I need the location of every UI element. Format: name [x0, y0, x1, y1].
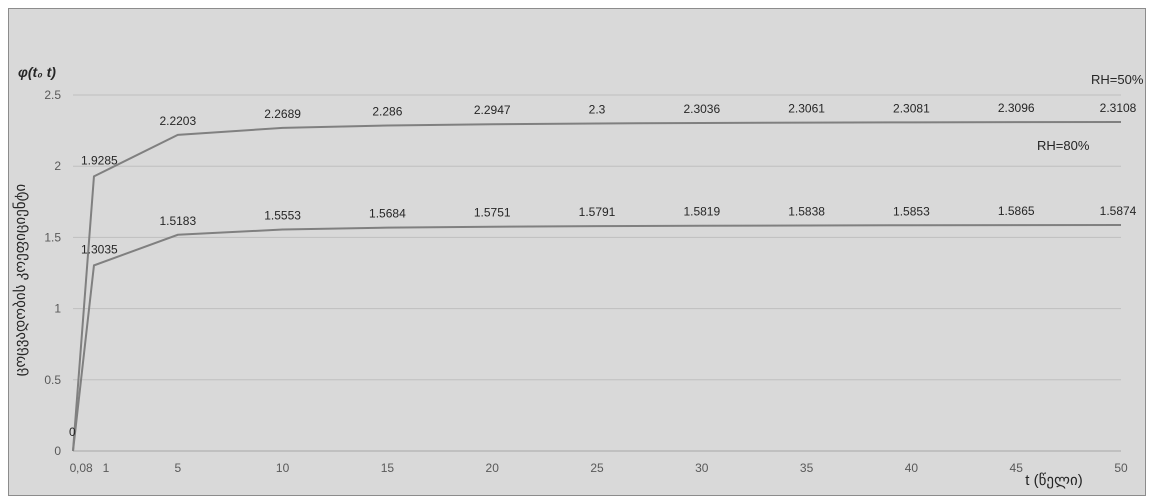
x-axis-label: t (წელი) [1025, 472, 1082, 489]
x-tick-label: 40 [905, 461, 919, 475]
y-tick-label: 1 [54, 302, 61, 316]
data-label: 1.5865 [998, 204, 1035, 218]
x-tick-label: 30 [695, 461, 709, 475]
data-label: 1.5791 [579, 205, 616, 219]
legend-rh80: RH=80% [1037, 138, 1090, 153]
data-label: 1.5183 [159, 214, 196, 228]
data-label: 2.3108 [1100, 101, 1137, 115]
grid-lines [73, 94, 1121, 381]
y-tick-labels: 0 0.5 1 1.5 2 2.5 [44, 88, 61, 458]
x-tick-label: 20 [486, 461, 500, 475]
data-label: 1.3035 [81, 242, 118, 256]
data-label: 1.5838 [788, 204, 825, 218]
x-tick-label: 50 [1114, 461, 1128, 475]
data-label: 2.2947 [474, 103, 511, 117]
data-label: 2.3081 [893, 101, 930, 115]
x-tick-labels: 0,08 1 5 10 15 20 25 30 35 40 45 50 [70, 461, 1128, 475]
data-label: 1.5684 [369, 207, 406, 221]
x-tick-label: 0 [70, 461, 77, 475]
y-axis-label: ცოცვადობის კოეფიციენტი [12, 184, 29, 377]
data-label: 1.5853 [893, 204, 930, 218]
data-label: 1.5553 [264, 209, 301, 223]
data-label: 2.2689 [264, 107, 301, 121]
legend-rh50: RH=50% [1091, 72, 1144, 87]
data-label: 2.3 [589, 102, 606, 116]
x-tick-label: ,08 [76, 461, 93, 475]
data-label: 2.3061 [788, 102, 825, 116]
data-label: 2.286 [372, 104, 402, 118]
data-label: 1.5751 [474, 206, 511, 220]
series-line-rh80 [72, 223, 1122, 452]
data-label: 1.9285 [81, 153, 118, 167]
series-line-rh50 [72, 120, 1122, 452]
x-tick-label: 10 [276, 461, 290, 475]
data-label: 0 [69, 425, 76, 439]
x-tick-label: 15 [381, 461, 395, 475]
x-tick-label: 1 [103, 461, 110, 475]
x-tick-label: 45 [1010, 461, 1024, 475]
y-tick-label: 0.5 [44, 373, 61, 387]
data-label: 2.3096 [998, 101, 1035, 115]
y-tick-label: 0 [54, 444, 61, 458]
y-tick-label: 1.5 [44, 230, 61, 244]
data-labels: 0 1.9285 2.2203 2.2689 2.286 2.2947 2.3 2.3036 2… [69, 101, 1137, 439]
y-axis-title: φ(t₀ t) [18, 64, 56, 80]
data-label: 2.3036 [683, 102, 720, 116]
data-label: 2.2203 [159, 114, 196, 128]
x-tick-label: 25 [590, 461, 604, 475]
x-tick-label: 35 [800, 461, 814, 475]
chart-frame [8, 8, 1146, 496]
data-label: 1.5874 [1100, 204, 1137, 218]
data-label: 1.5819 [683, 205, 720, 219]
x-tick-label: 5 [174, 461, 181, 475]
series-lines [72, 120, 1122, 452]
y-tick-label: 2 [54, 159, 61, 173]
y-tick-label: 2.5 [44, 88, 61, 102]
